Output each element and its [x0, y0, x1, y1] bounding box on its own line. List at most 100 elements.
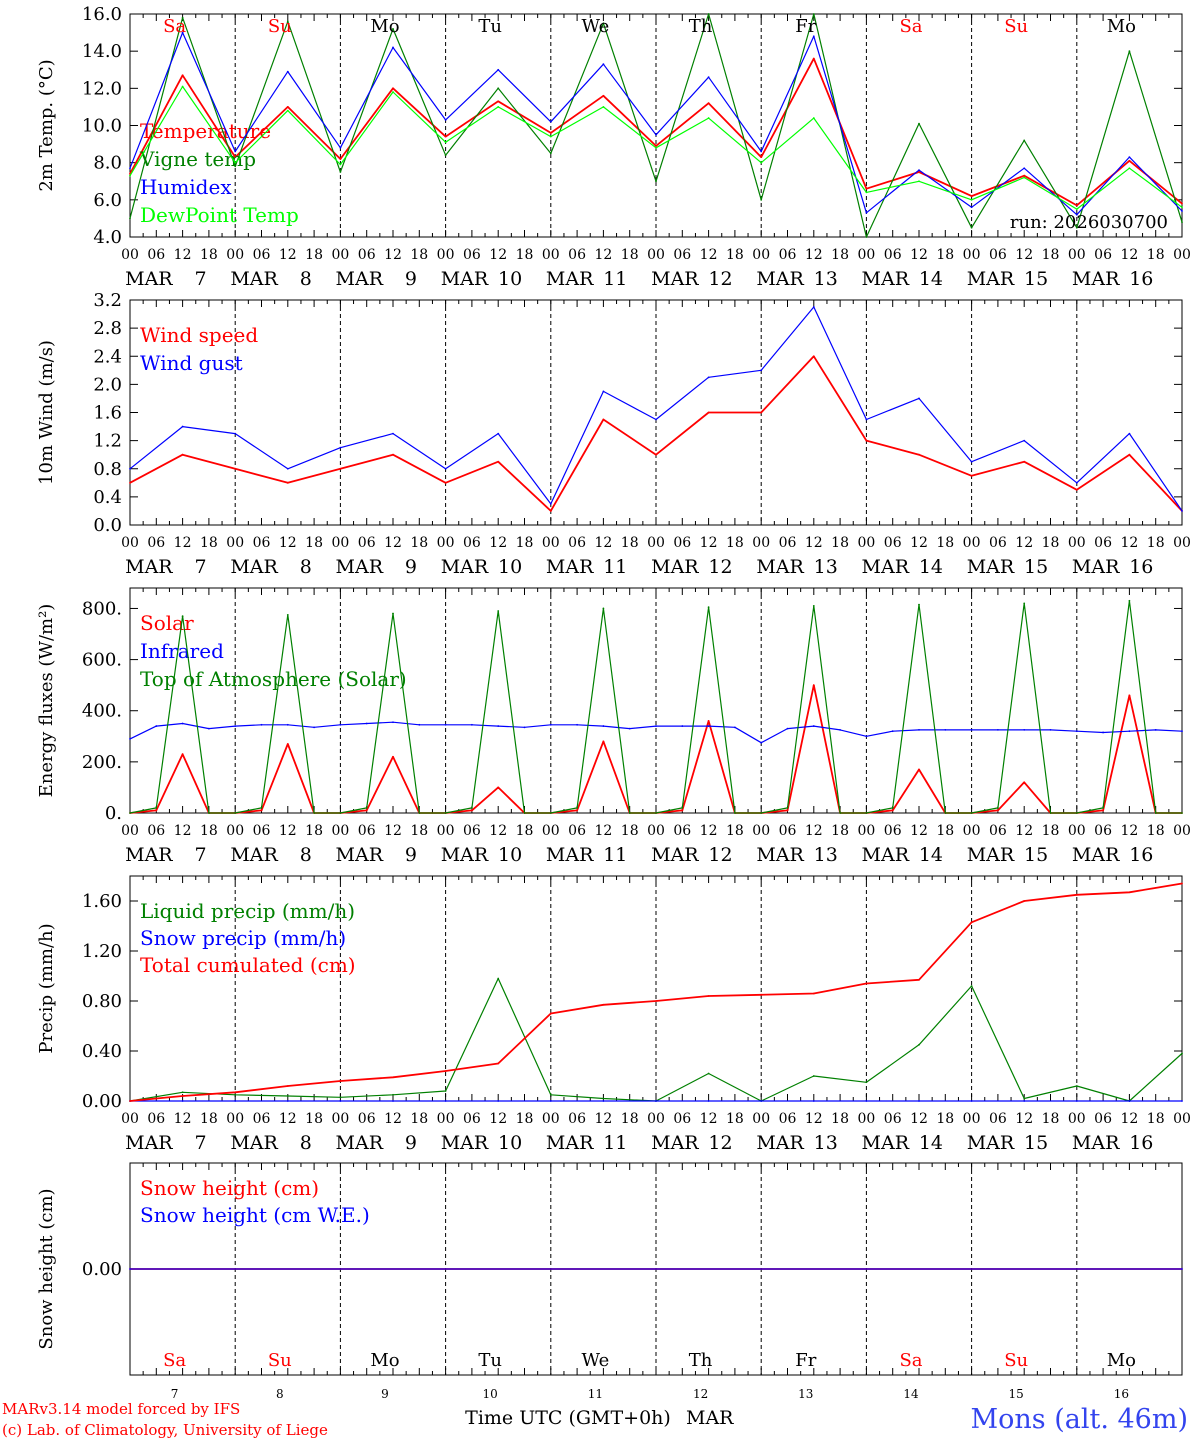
hour-tick-label: 00 [226, 247, 244, 263]
data-point [602, 1097, 605, 1100]
data-point [997, 809, 999, 812]
y-tick-label: 4.0 [93, 227, 122, 248]
date-label: 15 [1024, 844, 1048, 866]
month-label: MAR [651, 844, 699, 866]
legend-entry: Snow height (cm W.E.) [140, 1203, 370, 1227]
data-point [812, 57, 815, 60]
y-tick-label: 6.0 [93, 190, 122, 211]
month-label: MAR [967, 1132, 1015, 1154]
hour-tick-label: 00 [542, 247, 560, 263]
hour-tick-label: 00 [857, 247, 875, 263]
data-point [286, 1100, 289, 1102]
data-point [339, 171, 342, 173]
hour-tick-label: 00 [647, 535, 665, 551]
data-point [129, 812, 131, 814]
data-point [655, 180, 657, 183]
data-point [918, 169, 920, 172]
data-point [339, 163, 342, 166]
data-point [129, 217, 131, 220]
hour-tick-label: 18 [726, 823, 744, 839]
weekday-label: Su [268, 1350, 292, 1371]
data-point [1154, 812, 1157, 814]
hour-tick-label: 12 [700, 247, 718, 263]
data-point [181, 425, 184, 428]
hour-tick-label: 12 [1015, 247, 1033, 263]
data-point [1023, 176, 1026, 179]
data-point [839, 729, 841, 731]
hour-tick-label: 06 [989, 1111, 1007, 1127]
data-point [655, 725, 657, 727]
data-point [602, 725, 605, 727]
data-point [286, 743, 289, 745]
data-point [313, 812, 315, 814]
data-point [865, 982, 868, 985]
date-label: 8 [300, 1132, 312, 1154]
data-point [444, 723, 447, 726]
panel-2: 0.0 0.4 0.8 1.2 1.6 2.0 2.4 2.8 3.2 10m Wind (m/s… [36, 290, 1191, 578]
data-point [549, 135, 552, 138]
y-tick-label: 800. [82, 598, 122, 619]
data-point [602, 1100, 605, 1102]
hour-tick-label: 12 [700, 823, 718, 839]
hour-tick-label: 18 [1042, 247, 1060, 263]
month-label: MAR [441, 844, 489, 866]
date-label: 9 [405, 556, 417, 578]
date-label: 10 [498, 268, 522, 290]
data-point [1023, 1097, 1026, 1100]
data-point [760, 156, 763, 158]
data-point [1075, 204, 1078, 207]
data-point [339, 1100, 342, 1102]
hour-tick-label: 00 [963, 1111, 981, 1127]
data-point [786, 806, 789, 809]
data-point [812, 117, 815, 119]
data-point [181, 753, 184, 756]
hour-tick-label: 12 [910, 823, 928, 839]
data-point [602, 63, 605, 66]
data-point [707, 411, 710, 414]
hour-tick-label: 06 [568, 1111, 586, 1127]
data-point [1075, 893, 1078, 896]
y-axis-label: Energy fluxes (W/m²) [36, 604, 57, 798]
data-point [234, 165, 237, 168]
month-label: MAR [336, 556, 384, 578]
hour-tick-label: 18 [410, 1111, 428, 1127]
data-point [760, 161, 763, 164]
legend-entry: Liquid precip (mm/h) [140, 899, 355, 923]
data-point [339, 723, 342, 726]
date-label: 14 [919, 268, 943, 290]
data-point [734, 812, 736, 814]
hour-tick-label: 18 [621, 823, 639, 839]
data-point [549, 132, 552, 134]
weekday-label: Th [689, 1350, 713, 1371]
month-label: MAR [125, 556, 173, 578]
data-point [970, 474, 973, 477]
hour-tick-label: 12 [279, 247, 297, 263]
data-point [602, 607, 605, 610]
hour-tick-label: 00 [542, 535, 560, 551]
hour-tick-label: 18 [200, 535, 218, 551]
data-point [1023, 602, 1026, 605]
hour-tick-label: 12 [174, 1111, 192, 1127]
station-name: Mons (alt. 46m) [970, 1404, 1188, 1435]
hour-tick-label: 00 [437, 1111, 455, 1127]
weekday-label: Tu [478, 1350, 502, 1371]
hour-tick-label: 18 [1042, 1111, 1060, 1127]
data-point [602, 94, 605, 97]
date-label: 12 [693, 1387, 708, 1401]
data-point [392, 453, 394, 456]
data-point [497, 786, 500, 789]
month-label: MAR [441, 268, 489, 290]
data-point [655, 146, 657, 149]
month-label: MAR [862, 268, 910, 290]
y-axis-label: 2m Temp. (°C) [36, 59, 57, 191]
month-label: MAR [1072, 556, 1120, 578]
date-label: 7 [195, 268, 207, 290]
hour-tick-label: 12 [594, 247, 612, 263]
data-point [1181, 206, 1183, 209]
date-label: 15 [1009, 1387, 1024, 1401]
weekday-label: We [582, 1350, 610, 1371]
hour-tick-label: 00 [963, 535, 981, 551]
date-label: 13 [814, 1132, 838, 1154]
hour-tick-label: 12 [174, 247, 192, 263]
date-label: 14 [919, 844, 943, 866]
